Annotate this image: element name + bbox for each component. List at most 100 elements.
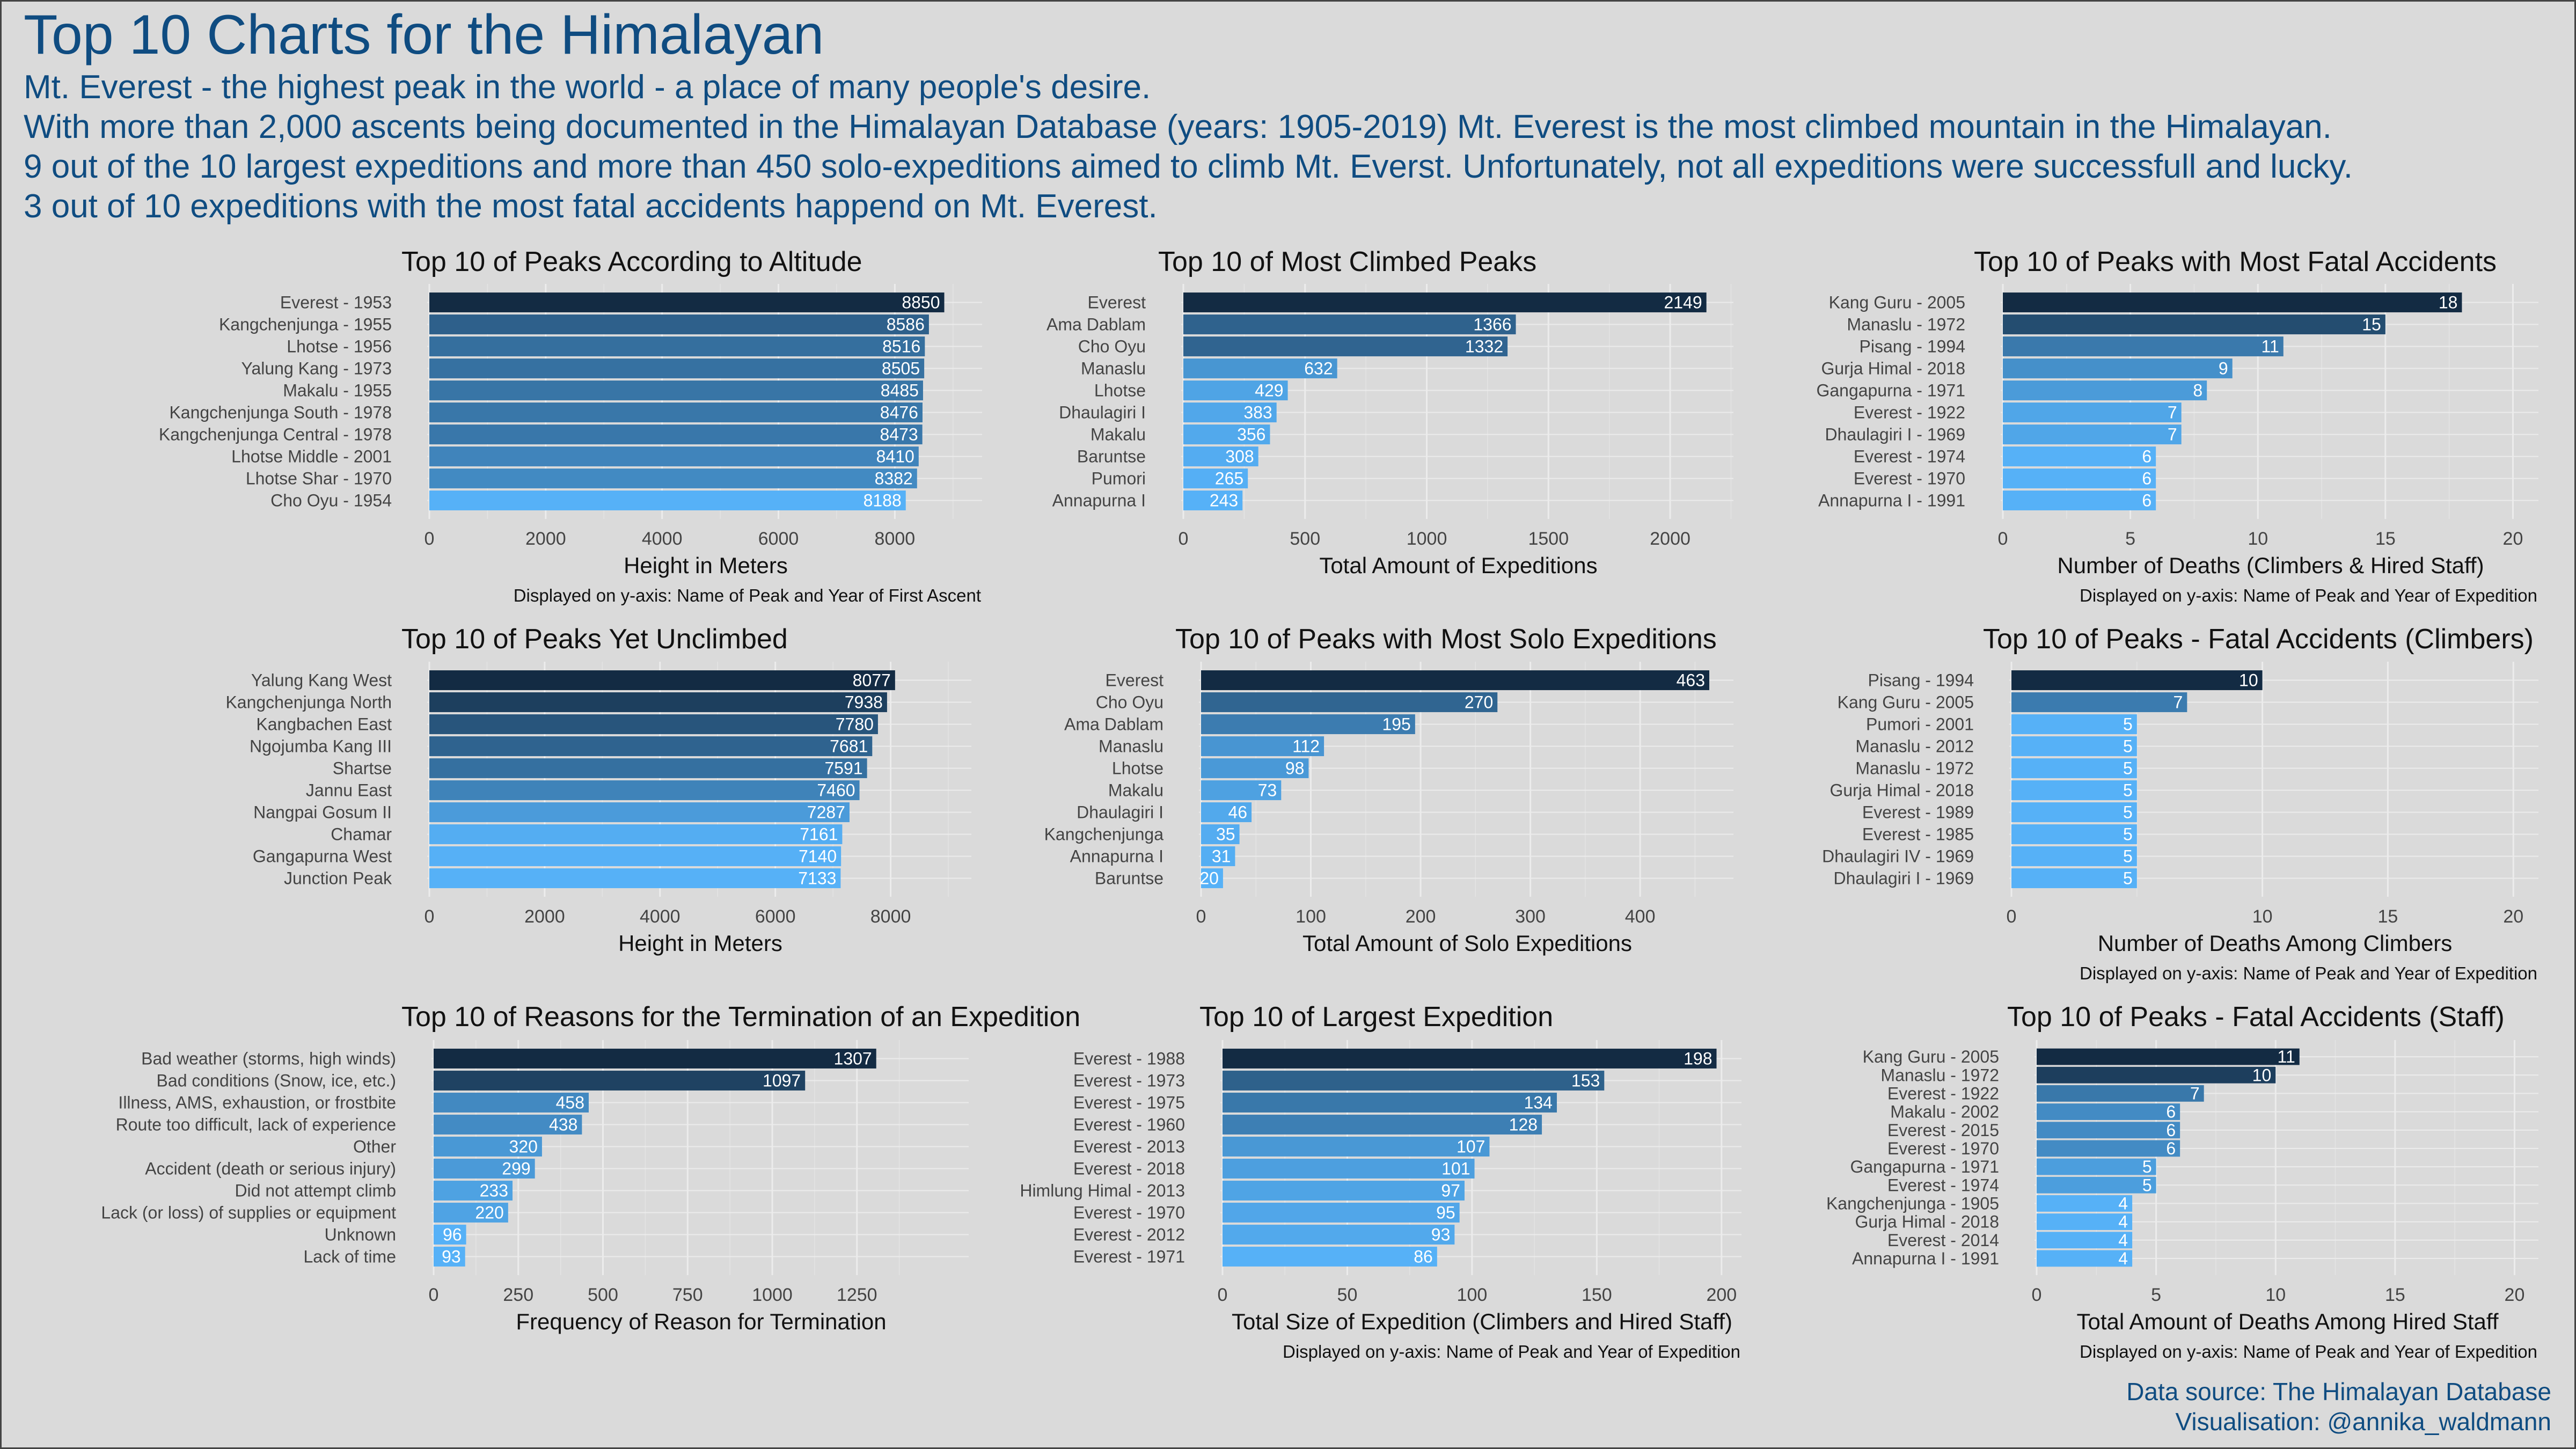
bar: [429, 736, 873, 756]
bar: [2003, 425, 2182, 444]
data-label: 5: [2142, 1157, 2152, 1176]
bar: [2003, 314, 2385, 334]
x-axis-label: Number of Deaths (Climbers & Hired Staff…: [2057, 553, 2484, 578]
chart-panel: Top 10 of Peaks Yet Unclimbed 8077 Yalung …: [225, 624, 971, 956]
data-label: 6: [2166, 1102, 2176, 1122]
category-label: Everest - 1970: [1887, 1139, 1999, 1158]
data-label: 2149: [1664, 293, 1702, 312]
x-tick-label: 4000: [642, 529, 683, 549]
chart-panel: Top 10 of Peaks with Most Solo Expeditio…: [1044, 624, 1733, 956]
category-label: Everest: [1106, 671, 1164, 690]
bar: [429, 802, 850, 822]
category-label: Unknown: [325, 1225, 396, 1245]
bar: [2037, 1066, 2276, 1084]
data-label: 4: [2118, 1212, 2128, 1232]
category-label: Baruntse: [1095, 869, 1163, 888]
category-label: Ngojumba Kang III: [250, 737, 392, 756]
category-label: Kang Guru - 2005: [1829, 293, 1965, 312]
category-label: Kangchenjunga: [1044, 825, 1164, 844]
category-label: Dhaulagiri I - 1969: [1825, 425, 1965, 444]
bar: [2003, 380, 2207, 400]
data-label: 7: [2174, 693, 2183, 712]
category-label: Cho Oyu: [1096, 693, 1163, 712]
bar: [2011, 868, 2137, 888]
category-label: Kang Guru - 2005: [1863, 1047, 1999, 1066]
data-label: 320: [509, 1137, 538, 1157]
bar: [434, 1225, 466, 1245]
bar: [2011, 846, 2137, 866]
x-tick-label: 6000: [758, 529, 799, 549]
data-label: 270: [1465, 693, 1493, 712]
data-label: 8: [2193, 381, 2202, 400]
data-label: 233: [480, 1181, 508, 1201]
category-label: Everest - 2014: [1887, 1231, 1999, 1250]
x-tick-label: 200: [1406, 906, 1436, 927]
x-axis-label: Number of Deaths Among Climbers: [2098, 931, 2453, 956]
data-label: 632: [1304, 359, 1333, 378]
data-label: 7681: [830, 737, 868, 756]
x-tick-label: 1250: [837, 1285, 877, 1305]
x-tick-label: 0: [425, 529, 435, 549]
category-label: Did not attempt climb: [235, 1181, 396, 1201]
data-label: 128: [1509, 1115, 1538, 1135]
category-label: Pumori - 2001: [1866, 715, 1974, 734]
bar: [1183, 336, 1508, 356]
category-label: Kangchenjunga - 1955: [219, 315, 392, 334]
category-label: Everest - 1970: [1854, 469, 1965, 488]
x-tick-label: 300: [1515, 906, 1546, 927]
data-label: 134: [1524, 1093, 1553, 1113]
x-tick-label: 100: [1296, 906, 1326, 927]
data-label: 195: [1382, 715, 1410, 734]
category-label: Manaslu - 1972: [1855, 759, 1974, 778]
x-axis-label: Height in Meters: [624, 553, 788, 578]
category-label: Everest - 1989: [1862, 803, 1974, 822]
category-label: Dhaulagiri I: [1059, 403, 1146, 422]
chart-note: Displayed on y-axis: Name of Peak and Ye…: [2080, 586, 2537, 605]
data-label: 8850: [902, 293, 940, 312]
category-label: Pisang - 1994: [1860, 337, 1965, 356]
bar: [429, 447, 919, 466]
category-label: Annapurna I - 1991: [1818, 491, 1965, 510]
category-label: Gangapurna West: [253, 847, 392, 866]
bar: [1183, 491, 1243, 510]
category-label: Accident (death or serious injury): [145, 1159, 396, 1179]
category-label: Kangchenjunga South - 1978: [169, 403, 392, 422]
chart-title: Top 10 of Largest Expedition: [1199, 1001, 1553, 1033]
data-label: 35: [1216, 825, 1235, 844]
x-tick-label: 10: [2265, 1285, 2286, 1305]
bar: [434, 1115, 582, 1135]
bar: [1223, 1093, 1557, 1113]
x-tick-label: 500: [588, 1285, 618, 1305]
data-label: 6: [2142, 447, 2151, 466]
bar: [1201, 868, 1223, 888]
category-label: Lack (or loss) of supplies or equipment: [101, 1203, 396, 1223]
chart-title: Top 10 of Peaks - Fatal Accidents (Climb…: [1983, 624, 2534, 655]
data-label: 4: [2118, 1249, 2128, 1268]
category-label: Bad weather (storms, high winds): [141, 1049, 396, 1069]
data-label: 7161: [800, 825, 838, 844]
bar: [429, 714, 878, 734]
category-label: Shartse: [333, 759, 392, 778]
data-label: 7780: [836, 715, 874, 734]
x-tick-label: 2000: [1650, 529, 1690, 549]
category-label: Jannu East: [306, 781, 392, 800]
data-label: 8077: [853, 671, 891, 690]
category-label: Everest - 1970: [1073, 1203, 1185, 1223]
category-label: Manaslu - 1972: [1880, 1065, 1999, 1085]
category-label: Cho Oyu: [1078, 337, 1146, 356]
bar: [1223, 1225, 1455, 1245]
x-tick-label: 15: [2375, 529, 2396, 549]
x-tick-label: 0: [1998, 529, 2008, 549]
bar: [429, 824, 843, 844]
data-label: 18: [2439, 293, 2458, 312]
bar: [2011, 736, 2137, 756]
category-label: Lack of time: [303, 1247, 396, 1267]
data-label: 8505: [882, 359, 920, 378]
category-label: Everest: [1088, 293, 1146, 312]
chart-note: Displayed on y-axis: Name of Peak and Ye…: [2080, 963, 2537, 983]
bar: [1201, 758, 1309, 778]
data-label: 8485: [881, 381, 919, 400]
category-label: Annapurna I - 1991: [1852, 1249, 1999, 1268]
data-label: 8476: [880, 403, 918, 422]
bar: [2003, 358, 2233, 378]
